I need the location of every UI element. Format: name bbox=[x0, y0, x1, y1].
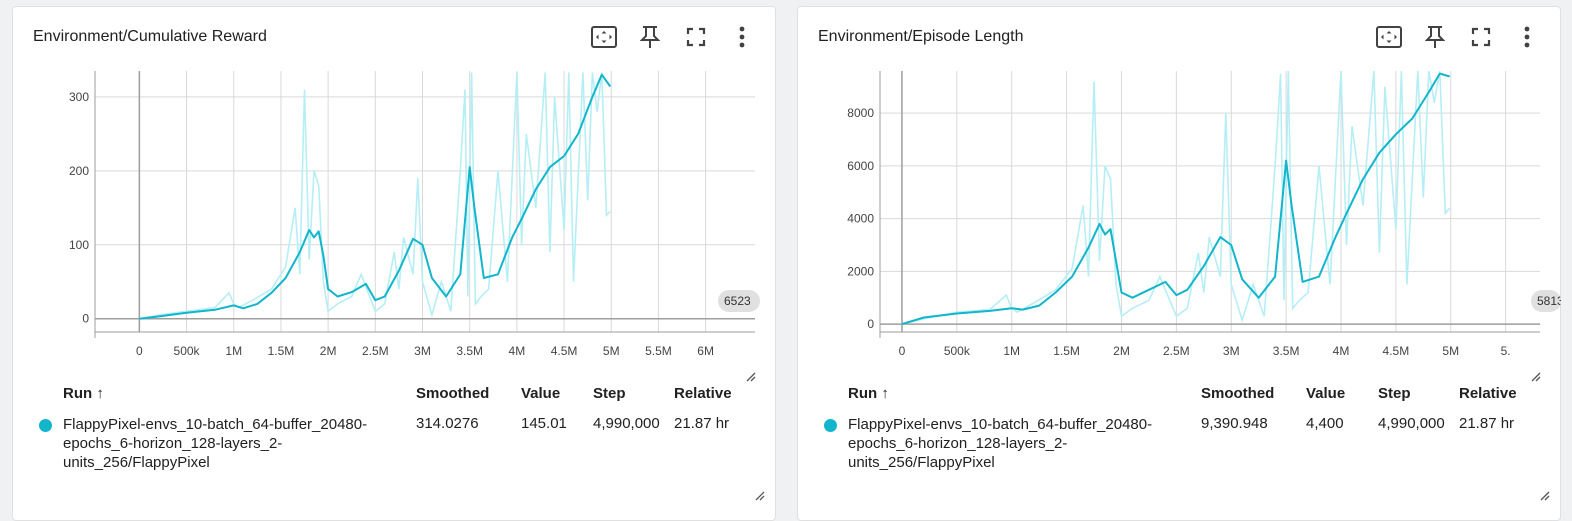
run-value: 145.01 bbox=[521, 415, 567, 432]
x-tick-label: 2.5M bbox=[362, 344, 389, 358]
fullscreen-icon bbox=[1471, 27, 1491, 47]
step-column-header[interactable]: Step bbox=[593, 385, 626, 402]
value-column-header[interactable]: Value bbox=[521, 385, 561, 402]
relative-column-header[interactable]: Relative bbox=[1459, 385, 1517, 402]
x-axis-max-pill: 5813 bbox=[1531, 290, 1561, 312]
run-value: 4,400 bbox=[1306, 415, 1344, 432]
y-tick-label: 8000 bbox=[847, 106, 874, 120]
line-chart-episode-length[interactable]: 0 2000 4000 6000 8000 0 500k 1M 1.5M 2M 2.5M 3M 3.5M… bbox=[798, 63, 1560, 383]
run-color-dot bbox=[824, 419, 837, 432]
y-tick-label: 100 bbox=[69, 238, 89, 252]
more-vert-icon bbox=[1524, 26, 1530, 48]
chart-resize-icon[interactable] bbox=[746, 369, 756, 387]
x-tick-label: 3.5M bbox=[1273, 344, 1300, 358]
card-toolbar bbox=[1366, 21, 1550, 53]
fit-to-data-button[interactable] bbox=[1366, 21, 1412, 53]
chart-resize-icon[interactable] bbox=[1531, 369, 1541, 387]
y-tick-label: 200 bbox=[69, 164, 89, 178]
x-tick-label: 500k bbox=[944, 344, 971, 358]
pin-icon bbox=[640, 25, 660, 49]
fit-to-data-icon bbox=[1376, 26, 1402, 48]
scalar-card-episode-length: Environment/Episode Length 0 2000 4000 6000… bbox=[797, 6, 1561, 521]
x-tick-label: 4.5M bbox=[1383, 344, 1410, 358]
y-tick-label: 2000 bbox=[847, 264, 874, 278]
card-title: Environment/Episode Length bbox=[818, 28, 1024, 45]
card-toolbar bbox=[581, 21, 765, 53]
x-tick-label: 500k bbox=[174, 344, 201, 358]
y-tick-label: 0 bbox=[82, 312, 89, 326]
runs-table-header: Run ↑ Smoothed Value Step Relative bbox=[798, 385, 1560, 407]
run-step: 4,990,000 bbox=[1378, 415, 1445, 432]
fit-to-data-button[interactable] bbox=[581, 21, 627, 53]
more-vert-icon bbox=[739, 26, 745, 48]
run-relative: 21.87 hr bbox=[1459, 415, 1515, 432]
fit-to-data-icon bbox=[591, 26, 617, 48]
x-tick-label: 1M bbox=[225, 344, 242, 358]
x-tick-label: 4M bbox=[509, 344, 526, 358]
step-column-header[interactable]: Step bbox=[1378, 385, 1411, 402]
x-tick-label: 2.5M bbox=[1163, 344, 1190, 358]
run-step: 4,990,000 bbox=[593, 415, 660, 432]
x-tick-label: 0 bbox=[899, 344, 906, 358]
more-options-button[interactable] bbox=[719, 21, 765, 53]
fullscreen-icon bbox=[686, 27, 706, 47]
y-tick-label: 300 bbox=[69, 90, 89, 104]
raw-series-line bbox=[139, 72, 611, 320]
more-options-button[interactable] bbox=[1504, 21, 1550, 53]
value-column-header[interactable]: Value bbox=[1306, 385, 1346, 402]
pin-button[interactable] bbox=[1412, 21, 1458, 53]
pin-icon bbox=[1425, 25, 1445, 49]
y-tick-label: 4000 bbox=[847, 212, 874, 226]
run-name: FlappyPixel-envs_10-batch_64-buffer_2048… bbox=[63, 416, 368, 471]
run-column-header[interactable]: Run ↑ bbox=[63, 385, 104, 402]
x-tick-label: 5. bbox=[1501, 344, 1511, 358]
card-title: Environment/Cumulative Reward bbox=[33, 28, 267, 45]
x-tick-label: 4M bbox=[1333, 344, 1350, 358]
x-tick-label: 2M bbox=[1113, 344, 1130, 358]
x-tick-label: 1.5M bbox=[1053, 344, 1080, 358]
scalar-card-cumulative-reward: Environment/Cumulative Reward 0 100 200 300… bbox=[12, 6, 776, 521]
smoothed-column-header[interactable]: Smoothed bbox=[416, 385, 490, 402]
card-resize-icon[interactable] bbox=[1540, 488, 1550, 506]
smoothed-column-header[interactable]: Smoothed bbox=[1201, 385, 1275, 402]
line-chart-cumulative-reward[interactable]: 0 100 200 300 0 500k 1M 1.5M 2M 2.5M 3M 3.5M 4M 4.5M 5… bbox=[13, 63, 775, 383]
run-color-dot bbox=[39, 419, 52, 432]
smoothed-series-line bbox=[139, 73, 612, 320]
card-resize-icon[interactable] bbox=[755, 488, 765, 506]
run-column-header[interactable]: Run ↑ bbox=[848, 385, 889, 402]
x-tick-label: 0 bbox=[136, 344, 143, 358]
x-tick-label: 2M bbox=[320, 344, 337, 358]
x-tick-label: 4.5M bbox=[551, 344, 578, 358]
x-tick-label: 6M bbox=[697, 344, 714, 358]
pin-button[interactable] bbox=[627, 21, 673, 53]
fullscreen-button[interactable] bbox=[1458, 21, 1504, 53]
x-tick-label: 3.5M bbox=[456, 344, 483, 358]
x-tick-label: 3M bbox=[414, 344, 431, 358]
x-tick-label: 1M bbox=[1003, 344, 1020, 358]
run-relative: 21.87 hr bbox=[674, 415, 730, 432]
fullscreen-button[interactable] bbox=[673, 21, 719, 53]
run-name: FlappyPixel-envs_10-batch_64-buffer_2048… bbox=[848, 416, 1153, 471]
x-tick-label: 5M bbox=[603, 344, 620, 358]
x-tick-label: 5.5M bbox=[645, 344, 672, 358]
y-tick-label: 6000 bbox=[847, 159, 874, 173]
x-tick-label: 1.5M bbox=[268, 344, 295, 358]
x-axis-max-pill: 6523 bbox=[718, 290, 760, 312]
relative-column-header[interactable]: Relative bbox=[674, 385, 732, 402]
raw-series-line bbox=[901, 71, 1451, 325]
x-tick-label: 3M bbox=[1223, 344, 1240, 358]
run-smoothed-value: 314.0276 bbox=[416, 415, 479, 432]
y-tick-label: 0 bbox=[867, 317, 874, 331]
run-smoothed-value: 9,390.948 bbox=[1201, 415, 1268, 432]
runs-table-header: Run ↑ Smoothed Value Step Relative bbox=[13, 385, 775, 407]
smoothed-series-line bbox=[901, 72, 1450, 326]
x-tick-label: 5M bbox=[1442, 344, 1459, 358]
